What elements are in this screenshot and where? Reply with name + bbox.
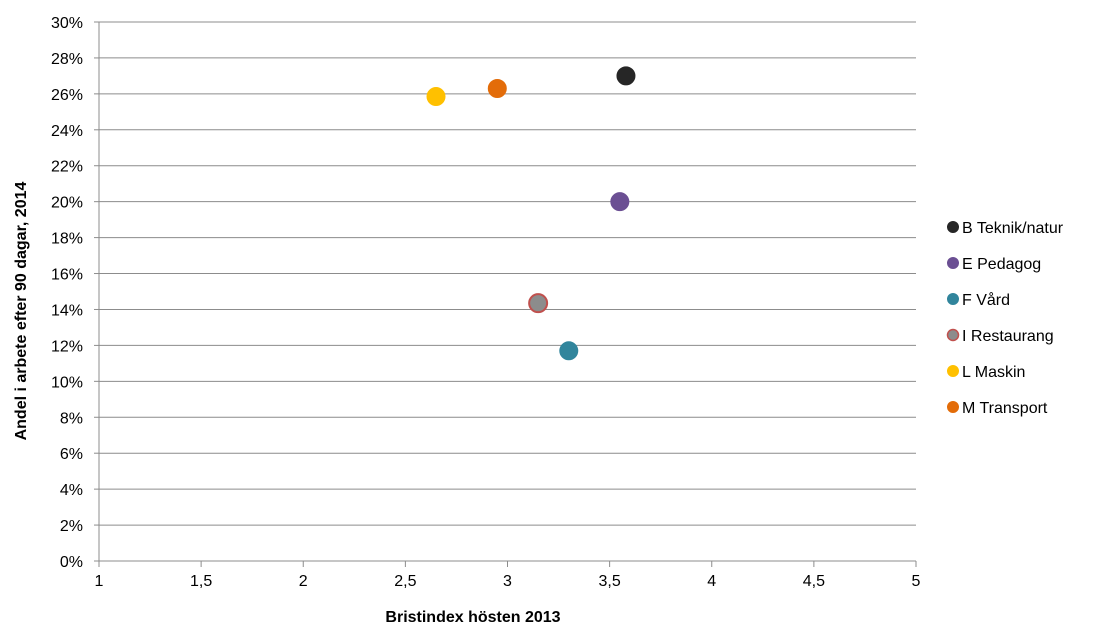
legend-marker-m-transport (947, 401, 959, 413)
y-tick-label: 14% (51, 302, 83, 319)
grid-lines (99, 21, 916, 526)
x-tick-label: 4 (707, 573, 716, 590)
data-points (426, 66, 636, 361)
y-tick-labels: 0% 2% 4% 6% 8% 10% 12% 14% 16% 18% 20% 22% 24% 26% 28%… (51, 15, 83, 571)
y-tick-label: 4% (60, 482, 83, 499)
point-l-maskin (426, 87, 446, 107)
y-tick-label: 20% (51, 195, 83, 212)
legend-label-b-teknik-natur: B Teknik/natur (962, 220, 1064, 237)
axes (94, 21, 917, 567)
x-tick-label: 3,5 (599, 573, 621, 590)
legend: B Teknik/natur E Pedagog F Vård I Restauran… (946, 220, 1064, 417)
x-tick-labels: 1 1,5 2 2,5 3 3,5 4 4,5 5 (95, 573, 921, 590)
y-tick-label: 22% (51, 159, 83, 176)
y-tick-label: 0% (60, 554, 83, 571)
legend-marker-l-maskin (947, 365, 959, 377)
point-e-pedagog (610, 192, 630, 212)
y-tick-label: 16% (51, 267, 83, 284)
legend-label-f-v-rd: F Vård (962, 291, 1010, 309)
x-tick-label: 2,5 (394, 573, 416, 590)
y-tick-label: 8% (60, 410, 83, 427)
y-tick-label: 30% (51, 15, 83, 32)
legend-marker-b-teknik-natur (947, 221, 959, 233)
legend-marker-f-v-rd (947, 293, 959, 305)
y-tick-label: 18% (51, 231, 83, 248)
y-tick-label: 2% (60, 518, 83, 535)
y-tick-label: 24% (51, 123, 83, 140)
legend-label-e-pedagog: E Pedagog (962, 256, 1041, 273)
legend-label-l-maskin: L Maskin (962, 364, 1025, 381)
x-tick-label: 4,5 (803, 573, 825, 590)
point-f-v-rd (559, 341, 579, 361)
y-tick-label: 6% (60, 446, 83, 463)
x-tick-label: 5 (912, 573, 921, 590)
y-tick-label: 12% (51, 338, 83, 355)
point-m-transport (487, 78, 507, 98)
x-tick-label: 1 (95, 573, 104, 590)
point-b-teknik-natur (616, 66, 636, 86)
legend-marker-e-pedagog (947, 257, 959, 269)
x-tick-label: 3 (503, 573, 512, 590)
legend-label-m-transport: M Transport (962, 400, 1048, 417)
y-tick-label: 28% (51, 51, 83, 68)
legend-marker-i-restaurang (946, 328, 960, 342)
x-tick-label: 2 (299, 573, 308, 590)
x-axis-title: Bristindex hösten 2013 (385, 609, 560, 626)
x-tick-label: 1,5 (190, 573, 212, 590)
point-i-restaurang (528, 293, 549, 314)
y-axis-title: Andel i arbete efter 90 dagar, 2014 (13, 182, 30, 441)
y-tick-label: 10% (51, 374, 83, 391)
y-tick-label: 26% (51, 87, 83, 104)
legend-label-i-restaurang: I Restaurang (962, 328, 1054, 345)
